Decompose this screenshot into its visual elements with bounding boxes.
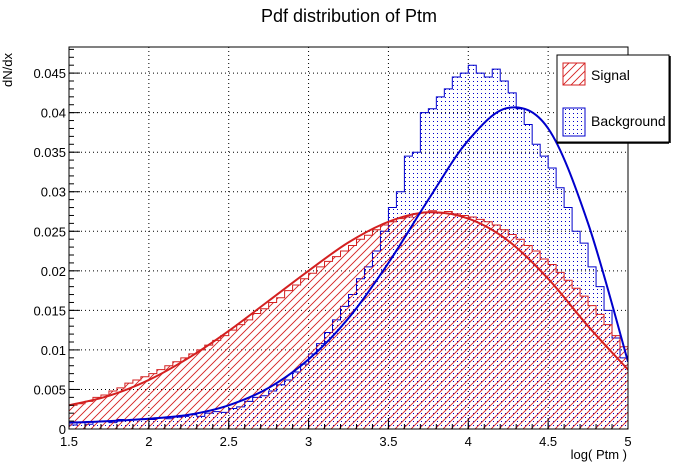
x-axis-label: log( Ptm ): [571, 447, 627, 462]
legend-signal-label: Signal: [591, 67, 630, 83]
y-tick-label: 0.045: [33, 66, 66, 81]
y-axis: 0 0.005 0.01 0.015 0.02 0.025 0.03 0.035 0.04 0.0…: [33, 48, 80, 437]
y-tick-label: 0.005: [33, 382, 66, 397]
x-tick-label: 1.5: [60, 434, 78, 449]
y-tick-label: 0.035: [33, 145, 66, 160]
plot-frame: [68, 46, 629, 430]
y-tick-label: 0.025: [33, 224, 66, 239]
x-tick-label: 2.5: [220, 434, 238, 449]
x-tick-label: 2: [145, 434, 152, 449]
chart-title: Pdf distribution of Ptm: [261, 6, 437, 26]
legend: Signal Background: [556, 54, 671, 144]
legend-background-label: Background: [591, 113, 666, 129]
x-tick-label: 3: [305, 434, 312, 449]
x-tick-label: 5: [624, 434, 631, 449]
background-fit-curve: [69, 106, 628, 424]
fit-curves: [69, 106, 628, 424]
y-tick-label: 0.015: [33, 303, 66, 318]
y-tick-label: 0.03: [41, 185, 66, 200]
y-axis-label: dN/dx: [0, 53, 15, 87]
signal-histogram: [69, 210, 628, 429]
x-tick-label: 4.5: [539, 434, 557, 449]
y-tick-label: 0.01: [41, 343, 66, 358]
signal-fit-curve: [69, 211, 628, 407]
y-tick-label: 0.04: [41, 106, 66, 121]
x-tick-label: 3.5: [379, 434, 397, 449]
histograms: [69, 64, 628, 429]
y-tick-label: 0.02: [41, 264, 66, 279]
x-tick-label: 4: [465, 434, 472, 449]
legend-signal-swatch: [562, 62, 586, 86]
x-axis: 1.5 2 2.5 3 3.5 4 4.5 5: [60, 418, 632, 449]
legend-background-swatch: [562, 107, 586, 137]
y-tick-label: 0: [59, 422, 66, 437]
